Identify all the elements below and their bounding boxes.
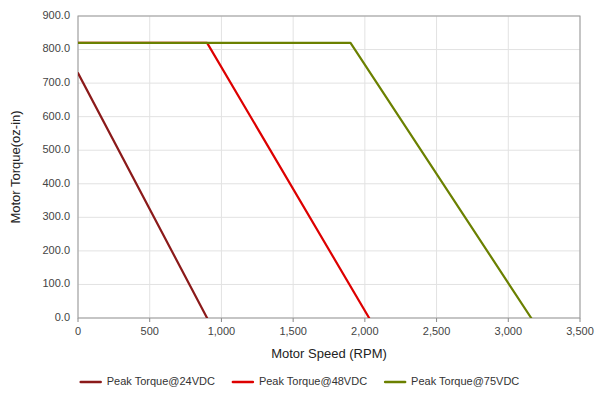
legend-swatch (385, 381, 405, 384)
tick-label: 2,500 (423, 325, 451, 337)
grid-line (78, 116, 580, 117)
tick-label: 3,500 (566, 325, 594, 337)
grid (78, 16, 580, 318)
tick-mark (293, 318, 294, 322)
legend-swatch (81, 381, 101, 384)
tick-label: 400.0 (42, 177, 70, 189)
tick-label: 500.0 (42, 143, 70, 155)
tick-mark (221, 318, 222, 322)
tick-label: 800.0 (42, 42, 70, 54)
tick-label: 1,000 (208, 325, 236, 337)
grid-line (78, 284, 580, 285)
x-axis-label: Motor Speed (RPM) (271, 346, 387, 361)
plot-frame (78, 16, 580, 318)
tick-mark (78, 318, 79, 322)
tick-label: 0.0 (55, 311, 70, 323)
grid-line (293, 16, 294, 318)
tick-label: 900.0 (42, 9, 70, 21)
series-line (78, 43, 531, 318)
grid-line (149, 16, 150, 318)
tick-label: 0 (75, 325, 81, 337)
legend-item: Peak Torque@75VDC (385, 375, 519, 387)
grid-line (508, 16, 509, 318)
grid-line (78, 83, 580, 84)
tick-label: 2,000 (351, 325, 379, 337)
tick-label: 3,000 (495, 325, 523, 337)
tick-label: 700.0 (42, 76, 70, 88)
tick-label: 200.0 (42, 244, 70, 256)
grid-line (436, 16, 437, 318)
legend-label: Peak Torque@75VDC (411, 375, 519, 387)
tick-mark (149, 318, 150, 322)
tick-label: 600.0 (42, 110, 70, 122)
data-layer (78, 43, 531, 318)
page: {"chart_data": { "type": "line", "xlabel… (0, 0, 600, 400)
series-line (78, 43, 369, 318)
grid-line (78, 49, 580, 50)
tick-label: 100.0 (42, 277, 70, 289)
y-axis-label: Motor Torque(oz-in) (8, 110, 23, 223)
axes: 0.0 100.0 200.0 300.0 400.0 500.0 600.0 700.0 80… (42, 9, 593, 337)
tick-mark (580, 318, 581, 322)
legend-item: Peak Torque@48VDC (233, 375, 367, 387)
grid-line (78, 150, 580, 151)
grid-line (221, 16, 222, 318)
tick-label: 1,500 (279, 325, 307, 337)
grid-line (78, 183, 580, 184)
legend: Peak Torque@24VDC Peak Torque@48VDC Peak T… (81, 375, 520, 387)
legend-label: Peak Torque@48VDC (259, 375, 367, 387)
legend-label: Peak Torque@24VDC (107, 375, 215, 387)
legend-swatch (233, 381, 253, 384)
series-line (78, 73, 207, 318)
tick-mark (436, 318, 437, 322)
tick-label: 300.0 (42, 210, 70, 222)
tick-mark (508, 318, 509, 322)
chart: 0.0 100.0 200.0 300.0 400.0 500.0 600.0 700.0 80… (0, 0, 600, 400)
tick-label: 500 (141, 325, 159, 337)
legend-item: Peak Torque@24VDC (81, 375, 215, 387)
grid-line (364, 16, 365, 318)
tick-mark (364, 318, 365, 322)
